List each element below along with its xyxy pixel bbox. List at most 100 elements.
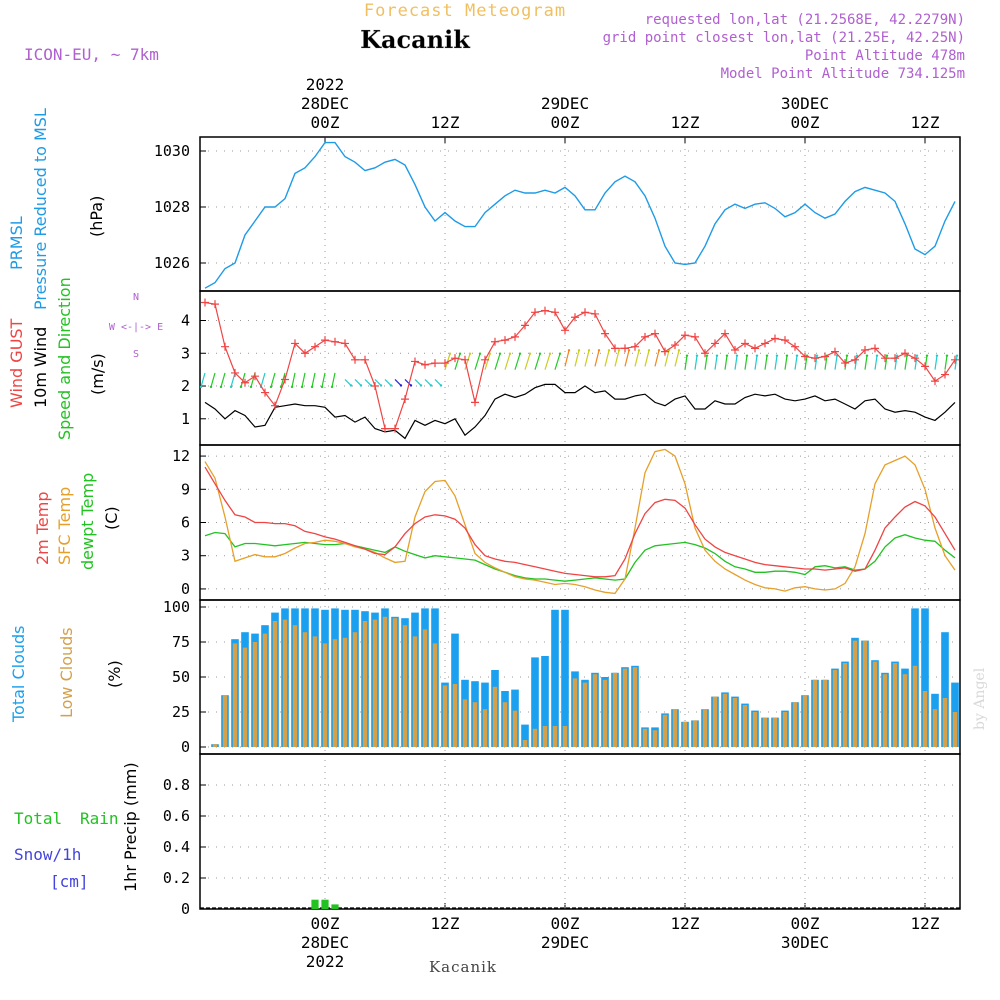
low-cloud-bar xyxy=(852,640,858,747)
wind-arrow xyxy=(514,353,521,370)
wind-arrow-head xyxy=(587,349,591,352)
wind-arrow-head xyxy=(715,354,719,357)
time-label: 2022 xyxy=(306,952,345,971)
wind-arrow xyxy=(694,355,698,370)
panel-wind: 1 2 3 4 xyxy=(181,290,961,446)
gust-marker xyxy=(281,375,289,384)
gust-marker xyxy=(951,355,959,364)
low-cloud-bar xyxy=(482,709,488,747)
low-cloud-bar xyxy=(232,643,238,747)
low-cloud-bar xyxy=(452,684,458,747)
low-cloud-bar xyxy=(422,629,428,747)
wind-arrow xyxy=(614,350,620,367)
wind-arrow-head xyxy=(330,385,334,389)
low-cloud-bar xyxy=(952,712,958,747)
time-label: 00Z xyxy=(551,914,580,933)
low-cloud-bar xyxy=(682,721,688,747)
gust-marker xyxy=(291,339,299,348)
gust-marker xyxy=(731,345,739,354)
wind-arrow-head xyxy=(685,354,689,357)
low-cloud-bar xyxy=(332,639,338,747)
gust-marker xyxy=(251,372,259,381)
low-cloud-bar xyxy=(392,618,398,747)
y-tick-label: 6 xyxy=(181,514,190,532)
y-tick-label: 25 xyxy=(172,703,190,721)
precip-rain-label: Rain xyxy=(80,809,119,828)
wind-arrow xyxy=(664,350,670,367)
gust-marker xyxy=(271,401,279,410)
wind-arrow xyxy=(301,372,306,388)
precip-total-label: Total xyxy=(14,809,62,828)
low-cloud-bar xyxy=(602,679,608,747)
cloud-unit: (%) xyxy=(105,660,124,688)
wind-arrow xyxy=(554,353,561,370)
gust-marker xyxy=(941,370,949,379)
low-cloud-bar xyxy=(502,702,508,747)
wind-arrow xyxy=(464,353,471,370)
low-cloud-bar xyxy=(632,667,638,747)
low-cloud-bar xyxy=(272,621,278,747)
wind-arrow xyxy=(574,350,580,367)
low-cloud-bar xyxy=(862,640,868,747)
wind-arrow-head xyxy=(705,354,709,357)
wind-arrow xyxy=(474,353,481,370)
wind-arrow-head xyxy=(895,354,899,357)
gust-marker xyxy=(431,359,439,368)
y-tick-label: 0 xyxy=(181,580,190,598)
low-cloud-bar xyxy=(222,695,228,747)
low-cloud-bar xyxy=(652,730,658,747)
low-cloud-bar xyxy=(882,674,888,747)
wind-arrow-head xyxy=(955,354,959,357)
wind-arrow xyxy=(824,355,828,370)
wind-arrow-head xyxy=(310,385,314,389)
low-cloud-bar xyxy=(582,682,588,747)
wind-arrow-head xyxy=(379,384,383,387)
total-cloud-bar xyxy=(521,724,529,747)
wind-arrow xyxy=(834,355,838,370)
wind-arrow-head xyxy=(725,354,729,357)
dewpt-line xyxy=(204,531,956,582)
y-tick-label: 9 xyxy=(181,480,190,498)
low-cloud-bar xyxy=(832,670,838,747)
panels: 1026102810301234036912025507510000.20.40… xyxy=(154,136,961,918)
wind-arrow xyxy=(454,353,461,370)
y-tick-label: 1 xyxy=(181,410,190,428)
gust-marker xyxy=(371,382,379,391)
low-cloud-bar xyxy=(912,665,918,747)
panel-frame xyxy=(199,136,961,292)
wind-unit: (m/s) xyxy=(88,353,107,395)
wind-arrow-head xyxy=(735,354,739,357)
gust-marker xyxy=(901,349,909,358)
gust-marker xyxy=(511,332,519,341)
gust-marker xyxy=(541,306,549,315)
low-cloud-bar xyxy=(322,643,328,747)
gust-marker xyxy=(651,329,659,338)
low-cloud-bar xyxy=(722,693,728,747)
gust-marker xyxy=(661,347,669,356)
wind-arrow xyxy=(644,350,650,367)
wind-arrow xyxy=(804,355,808,370)
wind-arrow-head xyxy=(249,385,253,389)
wind-arrow xyxy=(684,355,688,370)
wind-arrow-head xyxy=(300,385,304,389)
y-tick-label: 1026 xyxy=(154,254,190,272)
t2m-label: 2m Temp xyxy=(33,492,52,566)
time-label: 00Z xyxy=(311,113,340,132)
rain-bar xyxy=(321,899,329,909)
gust-marker xyxy=(601,329,609,338)
gust-marker xyxy=(831,347,839,356)
total-cloud-bar xyxy=(561,609,569,747)
wind-arrow-head xyxy=(199,385,203,389)
wind-arrow-head xyxy=(349,384,353,387)
wind-arrow-head xyxy=(458,352,462,355)
gust-marker xyxy=(531,308,539,317)
time-label: 29DEC xyxy=(541,94,589,113)
wind-arrow-head xyxy=(637,349,641,352)
gust-marker xyxy=(401,395,409,404)
time-label: 12Z xyxy=(911,914,940,933)
gust-marker xyxy=(491,337,499,346)
wind-arrow-head xyxy=(657,349,661,352)
gust-marker xyxy=(231,368,239,377)
wind-arrow xyxy=(934,355,938,370)
low-cloud-bar xyxy=(522,740,528,747)
